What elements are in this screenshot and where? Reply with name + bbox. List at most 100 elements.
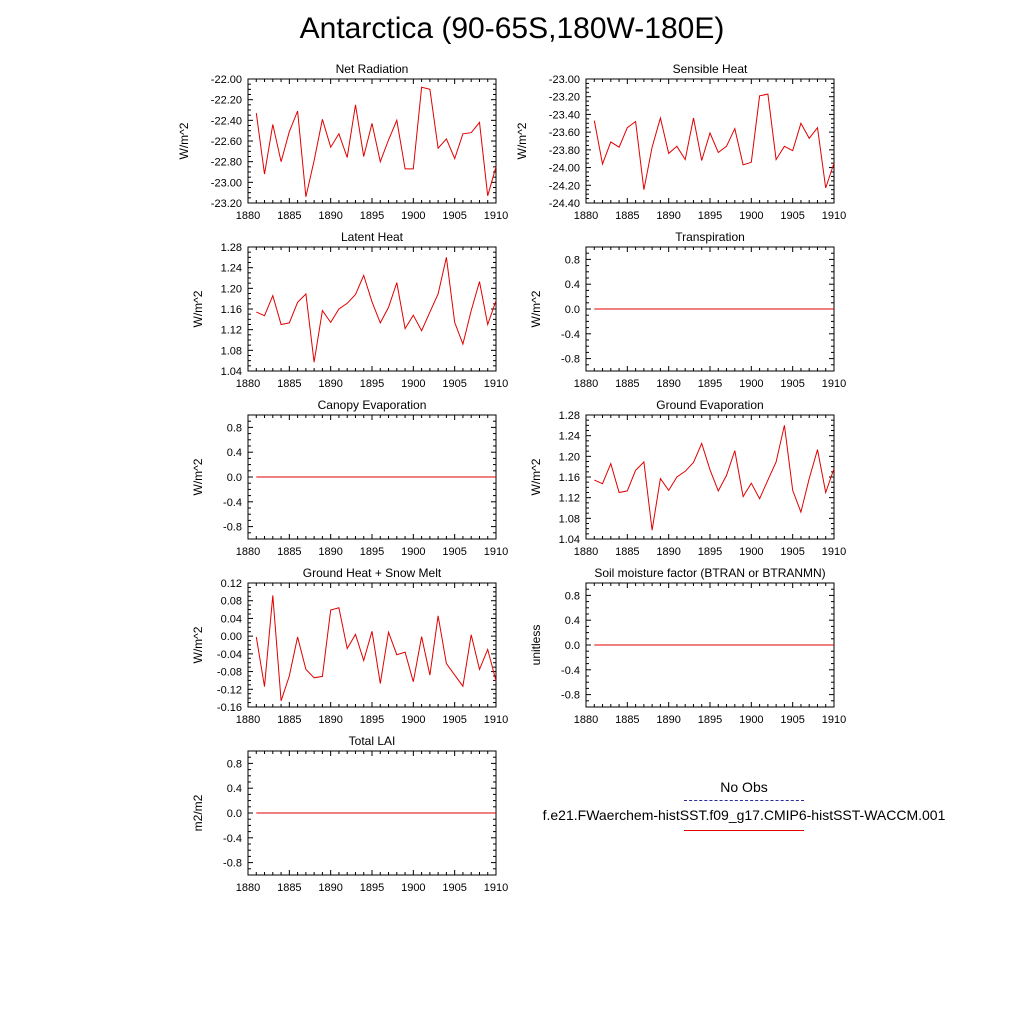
y-tick-label: -0.4 — [561, 665, 580, 677]
chart-panel-9: 1880 1885 1890 1895 1900 1905 1910 -0.8 -0.4 0.0 0… — [191, 734, 508, 894]
y-tick-label: 1.16 — [559, 472, 580, 484]
x-tick-label: 1880 — [574, 378, 598, 390]
x-tick-label: 1910 — [484, 714, 508, 726]
x-tick-label: 1900 — [401, 714, 425, 726]
y-tick-label: -0.16 — [217, 702, 242, 714]
x-tick-label: 1890 — [656, 378, 680, 390]
x-tick-label: 1885 — [277, 714, 301, 726]
x-tick-label: 1885 — [615, 210, 639, 222]
y-tick-label: 1.20 — [221, 283, 242, 295]
x-tick-label: 1885 — [615, 546, 639, 558]
series-line — [594, 425, 835, 531]
y-tick-label: -24.00 — [549, 163, 580, 175]
chart-panel-4: 1880 1885 1890 1895 1900 1905 1910 -0.8 -0.4 0.0 0… — [529, 230, 846, 390]
y-tick-label: -0.08 — [217, 667, 242, 679]
y-axis-label: W/m^2 — [529, 290, 543, 327]
y-tick-label: -24.20 — [549, 180, 580, 192]
series-line — [256, 257, 497, 363]
plot-frame — [247, 246, 497, 372]
y-tick-label: 0.4 — [565, 279, 580, 291]
x-tick-label: 1905 — [780, 378, 804, 390]
y-tick-label: -0.8 — [561, 690, 580, 702]
x-tick-label: 1890 — [656, 546, 680, 558]
legend-obs-label: No Obs — [720, 779, 768, 795]
panel-title: Total LAI — [349, 734, 396, 748]
y-tick-label: -22.20 — [211, 95, 242, 107]
y-tick-label: 1.04 — [559, 534, 580, 546]
chart-panel-3: 1880 1885 1890 1895 1900 1905 1910 1.04 1.08 1.12… — [191, 230, 508, 390]
x-tick-label: 1900 — [739, 378, 763, 390]
x-tick-label: 1910 — [822, 210, 846, 222]
y-tick-label: -0.4 — [561, 329, 580, 341]
x-tick-label: 1880 — [574, 546, 598, 558]
x-tick-label: 1900 — [739, 546, 763, 558]
x-tick-label: 1895 — [360, 714, 384, 726]
x-tick-label: 1910 — [484, 882, 508, 894]
y-tick-label: 0.00 — [221, 631, 242, 643]
x-tick-label: 1890 — [318, 882, 342, 894]
legend-obs-line — [684, 800, 804, 801]
x-tick-label: 1905 — [442, 882, 466, 894]
x-tick-label: 1890 — [318, 714, 342, 726]
x-tick-label: 1880 — [236, 882, 260, 894]
x-tick-label: 1895 — [698, 210, 722, 222]
x-tick-label: 1880 — [236, 378, 260, 390]
x-tick-label: 1895 — [360, 882, 384, 894]
y-tick-label: 0.8 — [565, 590, 580, 602]
y-tick-label: 1.28 — [559, 410, 580, 422]
y-tick-label: 1.12 — [559, 493, 580, 505]
x-tick-label: 1880 — [236, 714, 260, 726]
y-axis-label: unitless — [529, 625, 543, 666]
x-tick-label: 1910 — [484, 378, 508, 390]
series-line — [255, 86, 497, 197]
plot-frame — [585, 414, 835, 540]
x-tick-label: 1910 — [484, 546, 508, 558]
x-tick-label: 1905 — [780, 546, 804, 558]
y-tick-label: -0.4 — [223, 833, 242, 845]
x-tick-label: 1900 — [401, 882, 425, 894]
y-tick-label: -22.80 — [211, 157, 242, 169]
y-tick-label: -23.20 — [211, 198, 242, 210]
x-tick-label: 1905 — [780, 714, 804, 726]
panel-title: Transpiration — [675, 230, 745, 244]
x-tick-label: 1895 — [360, 210, 384, 222]
x-tick-label: 1885 — [615, 378, 639, 390]
x-tick-label: 1900 — [401, 546, 425, 558]
x-tick-label: 1895 — [698, 546, 722, 558]
y-tick-label: -23.60 — [549, 127, 580, 139]
y-tick-label: 0.08 — [221, 596, 242, 608]
x-tick-label: 1885 — [615, 714, 639, 726]
panel-title: Net Radiation — [336, 62, 409, 76]
x-tick-label: 1880 — [236, 210, 260, 222]
chart-panel-2: 1880 1885 1890 1895 1900 1905 1910 -24.40 -24.20… — [515, 62, 846, 222]
y-tick-label: -0.12 — [217, 684, 242, 696]
y-tick-label: 0.04 — [221, 613, 242, 625]
x-tick-label: 1890 — [656, 714, 680, 726]
y-tick-label: 0.4 — [227, 783, 242, 795]
x-tick-label: 1910 — [822, 378, 846, 390]
y-axis-label: m2/m2 — [191, 794, 205, 831]
y-axis-label: W/m^2 — [191, 290, 205, 327]
page-title: Antarctica (90-65S,180W-180E) — [299, 12, 725, 45]
x-tick-label: 1900 — [739, 714, 763, 726]
x-tick-label: 1885 — [277, 882, 301, 894]
y-tick-label: -0.8 — [561, 354, 580, 366]
chart-panel-5: 1880 1885 1890 1895 1900 1905 1910 -0.8 -0.4 0.0 0… — [191, 398, 508, 558]
y-tick-label: -24.40 — [549, 198, 580, 210]
y-tick-label: 0.0 — [227, 808, 242, 820]
y-tick-label: -23.40 — [549, 109, 580, 121]
y-tick-label: 1.12 — [221, 325, 242, 337]
y-tick-label: 0.0 — [565, 640, 580, 652]
y-tick-label: -23.20 — [549, 92, 580, 104]
x-tick-label: 1905 — [442, 714, 466, 726]
y-tick-label: 1.24 — [221, 263, 242, 275]
x-tick-label: 1885 — [277, 378, 301, 390]
x-tick-label: 1890 — [318, 210, 342, 222]
chart-panel-8: 1880 1885 1890 1895 1900 1905 1910 -0.8 -0.4 0.0 0… — [529, 566, 846, 726]
x-tick-label: 1895 — [360, 546, 384, 558]
plot-frame — [585, 78, 835, 204]
legend-case-label: f.e21.FWaerchem-histSST.f09_g17.CMIP6-hi… — [542, 807, 946, 823]
y-tick-label: -23.00 — [211, 177, 242, 189]
y-tick-label: -22.00 — [211, 74, 242, 86]
y-tick-label: 1.08 — [221, 345, 242, 357]
